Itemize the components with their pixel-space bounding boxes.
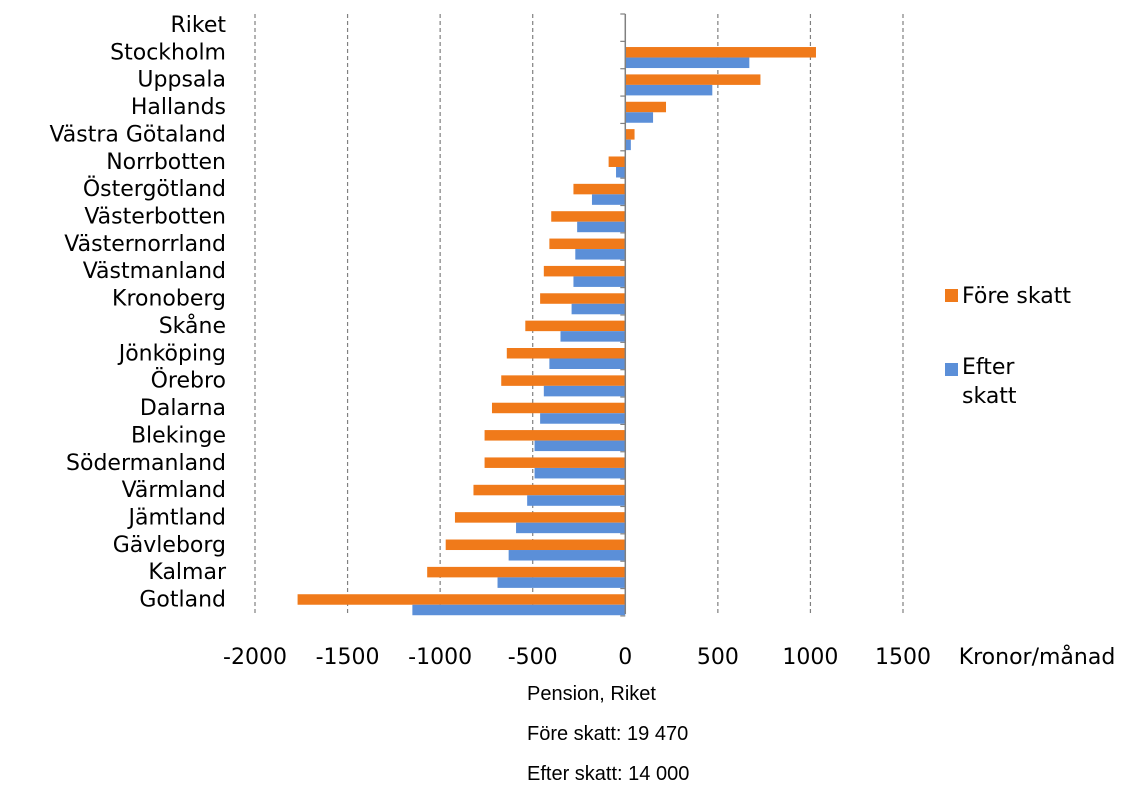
note-line-3: Efter skatt: 14 000 [527,763,689,785]
bar-before-tax-11 [525,320,626,332]
bar-before-tax-13 [501,375,626,386]
riket-pension-note: Pension, Riket Före skatt: 19 470 Efter … [527,683,689,785]
category-label: Västernorrland [64,232,226,257]
bar-after-tax-5 [616,166,626,178]
bar-after-tax-19 [508,550,626,561]
bar-after-tax-3 [625,112,654,123]
category-label: Västerbotten [84,205,226,230]
legend-swatch-before-tax [945,289,958,302]
note-line-2: Före skatt: 19 470 [527,723,688,745]
category-label: Jönköping [117,341,226,366]
category-label: Dalarna [140,396,226,421]
category-label: Gävleborg [113,533,226,558]
bar-before-tax-17 [473,484,626,496]
legend-label-after-tax-line-1: Efter [962,355,1015,380]
bar-after-tax-18 [516,522,626,534]
note-line-1: Pension, Riket [527,683,656,705]
x-tick-label: -1500 [316,645,380,670]
category-label: Kalmar [148,560,227,585]
category-label: Örebro [151,368,226,394]
legend: Före skatt Efter skatt [945,284,1071,409]
category-label: Kronoberg [112,287,226,312]
bar-before-tax-10 [540,293,626,304]
bar-before-tax-21 [297,594,626,605]
bar-after-tax-15 [534,440,626,452]
bar-after-tax-2 [625,84,713,96]
bar-before-tax-7 [551,211,626,222]
bar-after-tax-11 [560,331,626,342]
category-label: Hallands [131,95,226,120]
x-tick-label: 500 [697,645,739,670]
bar-after-tax-7 [577,221,626,233]
category-label: Gotland [139,588,226,613]
x-tick-label: 1500 [875,645,931,670]
bars-layer [297,47,816,616]
bar-after-tax-16 [534,467,626,479]
bar-before-tax-5 [608,156,626,167]
tick-labels-layer: -2000 -1500 -1000 -500 0 500 1000 1500 [223,645,931,670]
bar-before-tax-4 [625,129,635,140]
x-tick-label: -500 [508,645,558,670]
bar-before-tax-20 [427,566,626,578]
category-label: Östergötland [83,176,226,202]
legend-label-after-tax: Efter [962,355,1015,380]
bar-before-tax-9 [543,265,626,277]
x-axis-unit-label: Kronor/månad [959,644,1116,670]
bar-after-tax-20 [497,577,626,588]
x-tick-label: 0 [618,645,632,670]
legend-label-before-tax: Före skatt [962,284,1071,309]
bar-after-tax-21 [412,604,626,616]
bar-before-tax-14 [491,402,626,414]
x-tick-label: -1000 [408,645,472,670]
bar-before-tax-3 [625,101,667,113]
x-tick-label: -2000 [223,645,287,670]
bar-before-tax-18 [454,512,626,523]
bar-after-tax-4 [625,139,631,151]
category-label: Västra Götaland [49,122,226,147]
category-label: Blekinge [131,423,226,448]
bar-after-tax-9 [573,276,626,287]
x-tick-label: 1000 [782,645,838,670]
category-label: Skåne [159,313,226,339]
bar-after-tax-14 [540,413,626,424]
bar-before-tax-15 [484,430,626,441]
category-label: Värmland [122,478,226,503]
bar-after-tax-13 [543,385,626,397]
bar-after-tax-8 [575,249,626,260]
category-label: Södermanland [66,451,226,476]
bar-before-tax-19 [445,539,626,551]
bar-after-tax-1 [625,57,750,69]
category-label: Stockholm [110,40,226,65]
category-label: Jämtland [126,505,226,530]
category-label: Riket [170,13,226,38]
bar-before-tax-16 [484,457,626,468]
bar-after-tax-17 [527,495,626,506]
bar-after-tax-12 [549,358,626,369]
bar-after-tax-6 [591,194,626,205]
bar-after-tax-10 [571,303,626,315]
bar-before-tax-2 [625,74,761,85]
category-label: Norrbotten [106,150,226,175]
category-label: Västmanland [83,259,226,284]
bar-before-tax-8 [549,238,626,250]
category-label: Uppsala [137,68,226,93]
bar-before-tax-12 [506,348,626,359]
legend-label-after-tax-line-2: skatt [962,384,1017,409]
bar-before-tax-1 [625,47,816,58]
legend-swatch-after-tax [945,363,958,376]
bar-before-tax-6 [573,183,626,195]
axis-layer [620,13,627,617]
